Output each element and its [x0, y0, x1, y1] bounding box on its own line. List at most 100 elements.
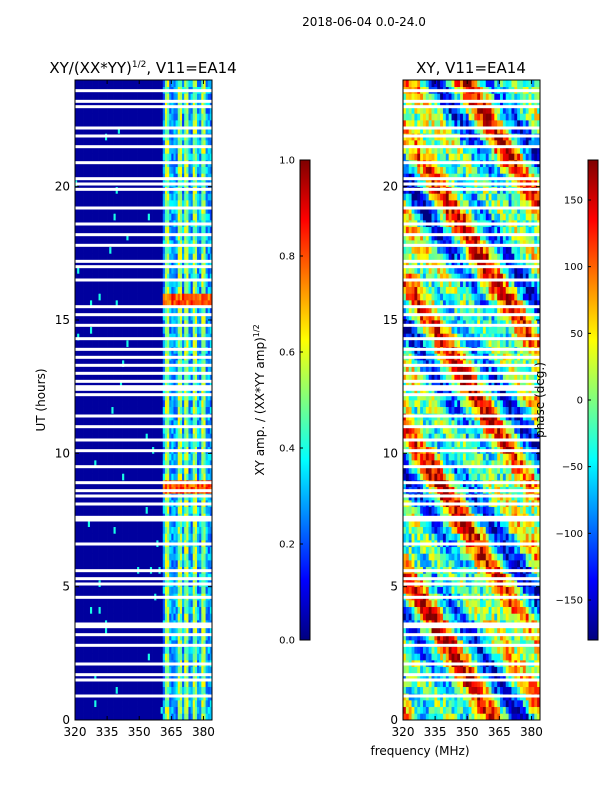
- heatmap-cell: [192, 686, 196, 694]
- heatmap-cell: [104, 440, 108, 448]
- heatmap-cell: [139, 560, 142, 568]
- heatmap-cell: [85, 533, 89, 541]
- heatmap-cell: [96, 253, 99, 261]
- heatmap-cell: [186, 240, 189, 248]
- heatmap-cell: [158, 700, 161, 708]
- heatmap-cell: [109, 466, 112, 474]
- heatmap-cell: [104, 560, 108, 568]
- heatmap-cell: [175, 266, 179, 274]
- heatmap-cell: [154, 300, 157, 308]
- heatmap-cell: [162, 433, 166, 441]
- heatmap-cell: [89, 393, 93, 401]
- heatmap-cell: [115, 606, 119, 614]
- heatmap-cell: [96, 686, 99, 694]
- heatmap-cell: [83, 560, 87, 568]
- heatmap-cell: [122, 640, 125, 648]
- heatmap-cell: [79, 646, 82, 654]
- heatmap-cell: [113, 506, 117, 514]
- heatmap-cell: [119, 466, 123, 474]
- heatmap-cell: [190, 326, 194, 334]
- heatmap-cell: [197, 400, 200, 408]
- heatmap-cell: [152, 460, 155, 468]
- heatmap-cell: [115, 300, 119, 308]
- heatmap-cell: [77, 286, 80, 294]
- heatmap-cell: [156, 366, 159, 374]
- heatmap-cell: [167, 360, 170, 368]
- heatmap-cell: [102, 306, 106, 314]
- heatmap-cell: [162, 526, 166, 534]
- heatmap-cell: [182, 373, 185, 381]
- heatmap-cell: [171, 700, 174, 708]
- heatmap-cell: [162, 553, 166, 561]
- heatmap-cell: [75, 380, 78, 388]
- heatmap-cell: [169, 700, 172, 708]
- heatmap-cell: [77, 226, 80, 234]
- heatmap-cell: [134, 433, 138, 441]
- heatmap-cell: [171, 313, 174, 321]
- heatmap-cell: [83, 246, 87, 254]
- heatmap-cell: [83, 206, 87, 214]
- heatmap-cell: [98, 300, 102, 308]
- heatmap-cell: [182, 406, 185, 414]
- heatmap-cell: [167, 400, 170, 408]
- heatmap-cell: [96, 406, 99, 414]
- heatmap-cell: [149, 420, 153, 428]
- heatmap-cell: [149, 313, 153, 321]
- heatmap-cell: [117, 606, 121, 614]
- heatmap-cell: [96, 306, 99, 314]
- heatmap-cell: [164, 360, 168, 368]
- heatmap-cell: [126, 406, 129, 414]
- heatmap-cell: [75, 406, 78, 414]
- heatmap-cell: [158, 326, 161, 334]
- heatmap-cell: [192, 233, 196, 241]
- heatmap-cell: [115, 333, 119, 341]
- heatmap-cell: [115, 366, 119, 374]
- heatmap-cell: [205, 260, 209, 268]
- heatmap-cell: [167, 546, 170, 554]
- heatmap-cell: [162, 426, 166, 434]
- heatmap-cell: [199, 466, 202, 474]
- heatmap-cell: [145, 420, 149, 428]
- heatmap-cell: [111, 626, 114, 634]
- heatmap-cell: [205, 240, 209, 248]
- heatmap-cell: [75, 633, 78, 641]
- heatmap-cell: [197, 533, 200, 541]
- heatmap-cell: [79, 226, 82, 234]
- heatmap-cell: [128, 286, 132, 294]
- heatmap-cell: [194, 680, 198, 688]
- heatmap-cell: [134, 333, 138, 341]
- heatmap-cell: [107, 653, 110, 661]
- heatmap-cell: [117, 313, 121, 321]
- heatmap-cell: [137, 233, 140, 241]
- heatmap-cell: [87, 666, 91, 674]
- heatmap-cell: [124, 713, 127, 720]
- heatmap-cell: [147, 440, 151, 448]
- heatmap-cell: [104, 626, 108, 634]
- heatmap-cell: [173, 553, 176, 561]
- heatmap-cell: [149, 286, 153, 294]
- heatmap-cell: [160, 586, 164, 594]
- heatmap-cell: [137, 433, 140, 441]
- heatmap-cell: [141, 626, 144, 634]
- heatmap-cell: [89, 213, 93, 221]
- heatmap-cell: [94, 360, 97, 368]
- heatmap-cell: [94, 466, 97, 474]
- heatmap-cell: [201, 333, 204, 341]
- heatmap-cell: [205, 213, 209, 221]
- heatmap-cell: [186, 586, 189, 594]
- heatmap-cell: [164, 600, 168, 608]
- heatmap-cell: [154, 633, 157, 641]
- heatmap-cell: [119, 420, 123, 428]
- heatmap-cell: [102, 533, 106, 541]
- heatmap-cell: [209, 366, 212, 374]
- heatmap-cell: [205, 246, 209, 254]
- heatmap-cell: [167, 213, 170, 221]
- heatmap-cell: [89, 233, 93, 241]
- heatmap-cell: [199, 380, 202, 388]
- heatmap-cell: [149, 586, 153, 594]
- heatmap-cell: [175, 393, 179, 401]
- heatmap-cell: [134, 273, 138, 281]
- heatmap-cell: [209, 573, 212, 581]
- heatmap-cell: [162, 533, 166, 541]
- heatmap-cell: [169, 506, 172, 514]
